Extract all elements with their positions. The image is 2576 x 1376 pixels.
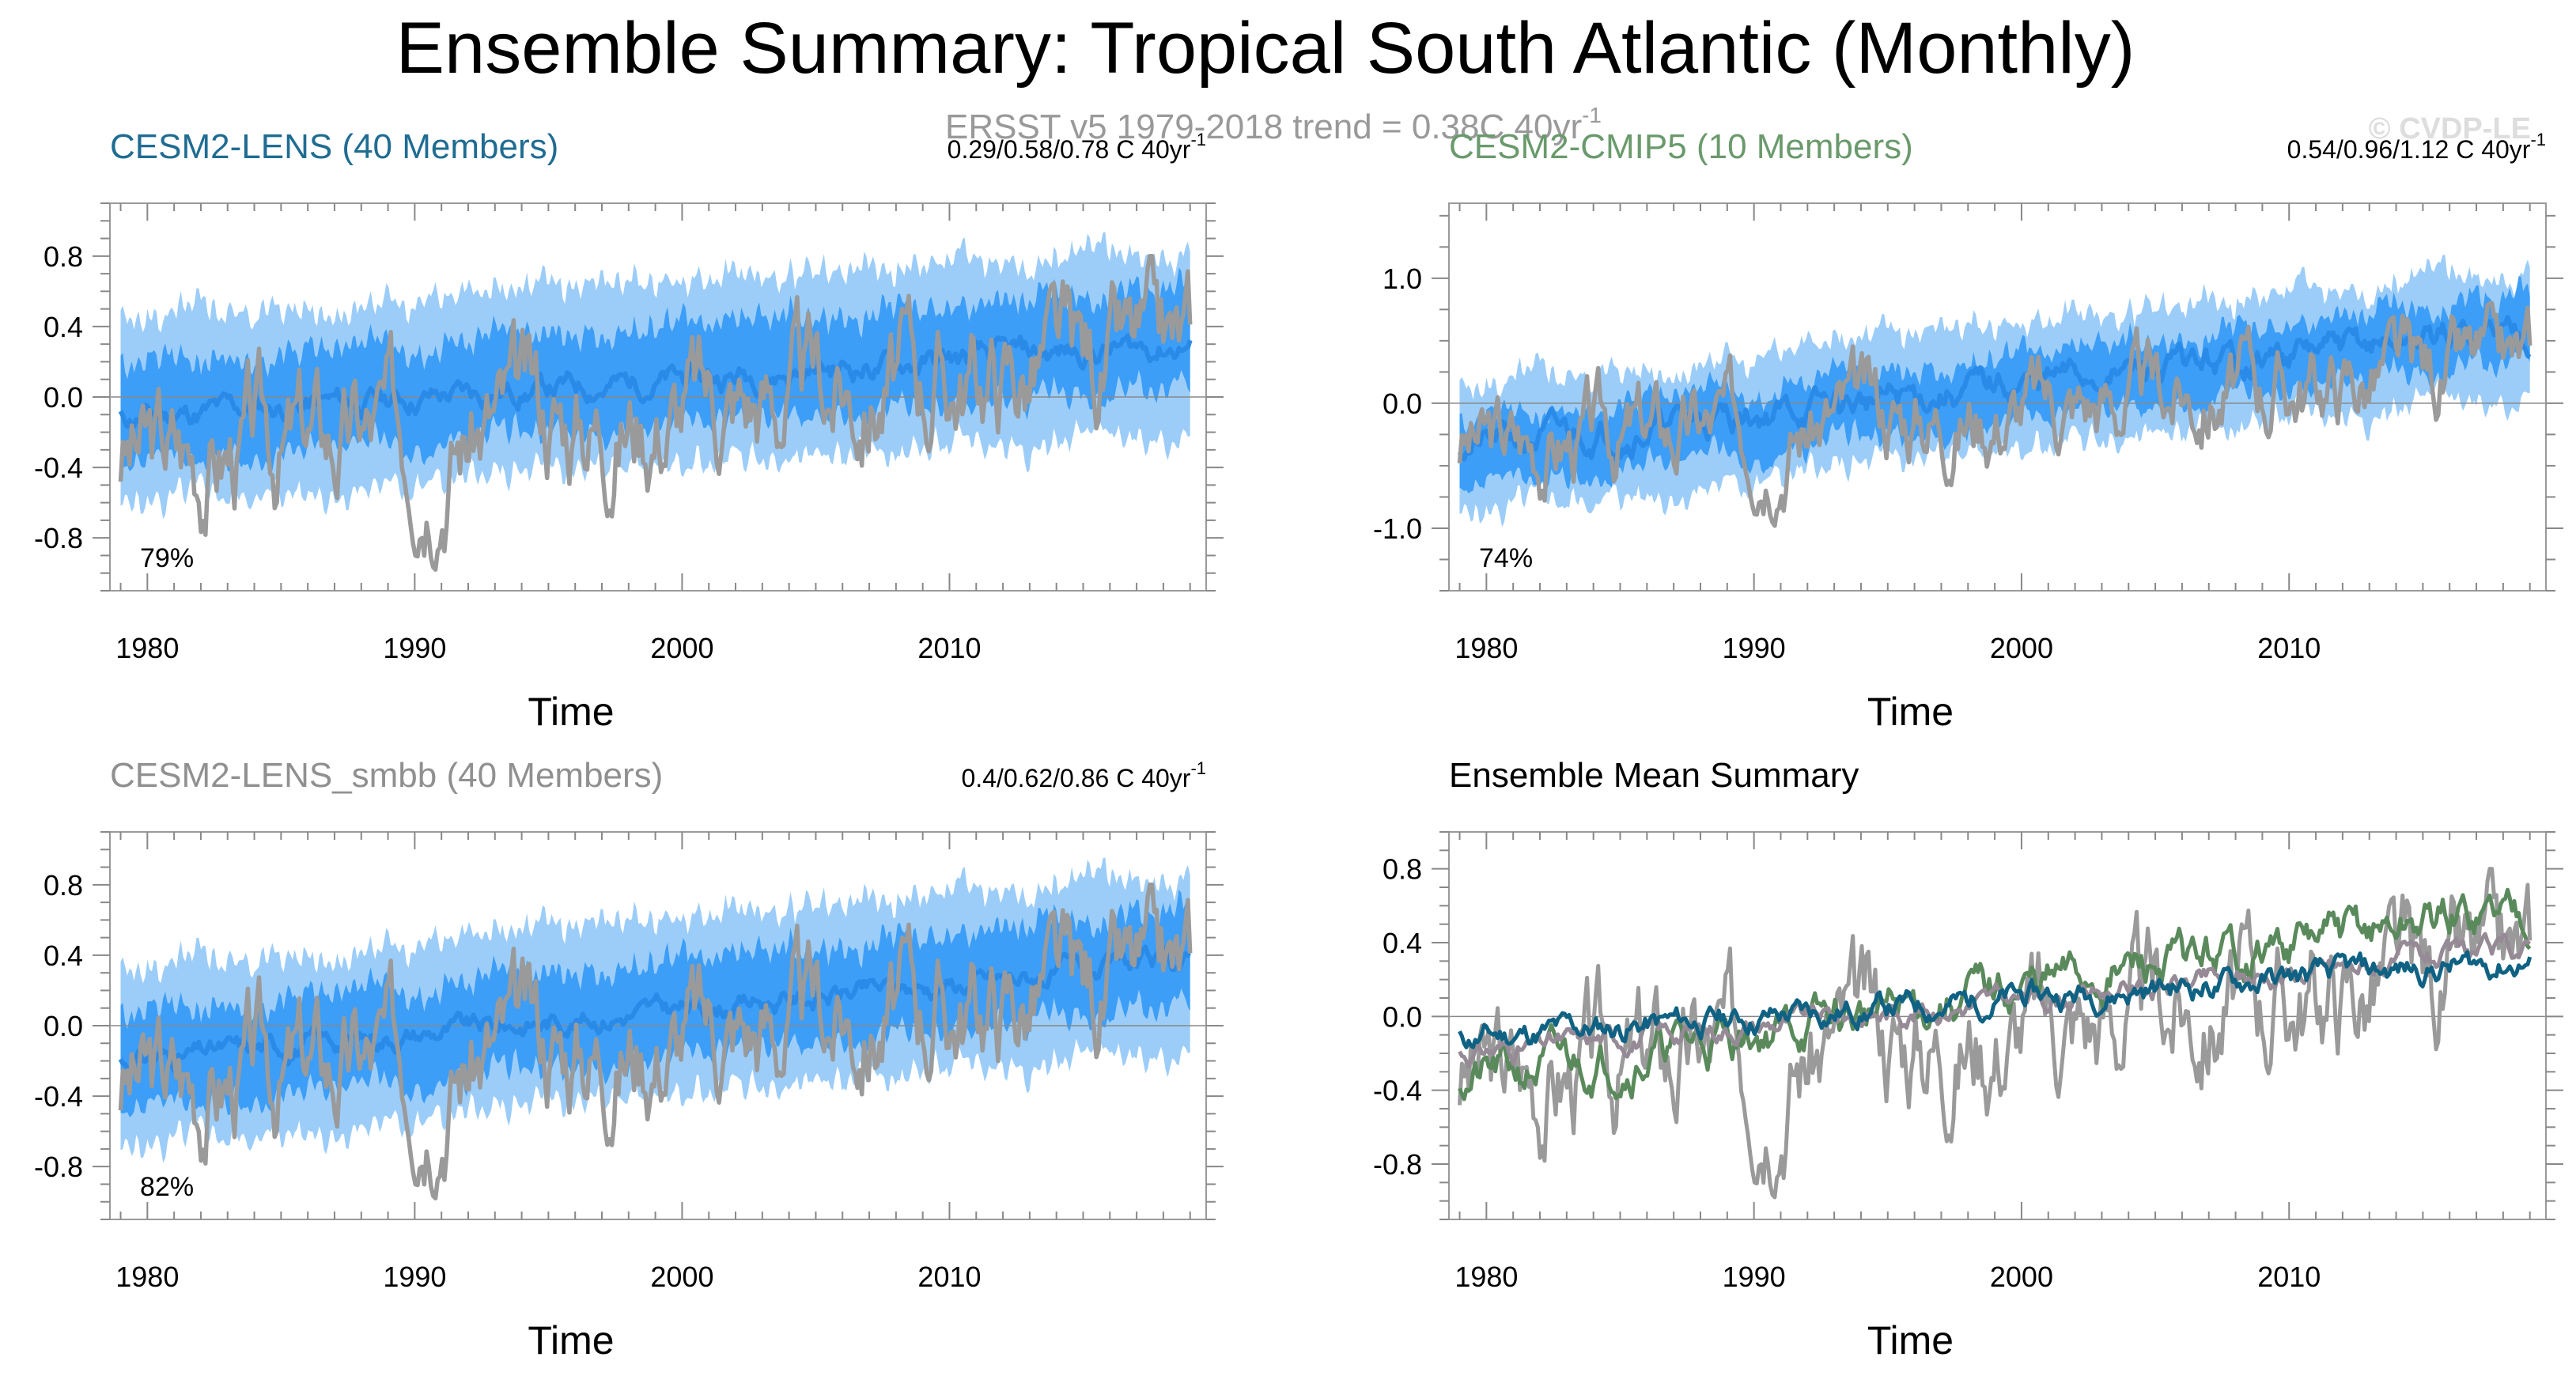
trend-exponent: -1: [2530, 130, 2546, 149]
range-band-inner: [120, 267, 1190, 472]
y-tick-label: -0.8: [34, 522, 83, 554]
trend-label: 0.54/0.96/1.12 C 40yr-1: [2287, 130, 2546, 164]
y-tick-label: 0.0: [44, 1010, 83, 1042]
plot-area: [1449, 255, 2546, 528]
series-line-ersst-v5: [118, 883, 1193, 1201]
y-tick-label: 0.4: [1383, 927, 1422, 959]
series-line-cesm2-lens: [1458, 950, 2532, 1049]
y-tick-label: 0.8: [44, 869, 83, 902]
panel-lens: CESM2-LENS (40 Members) 0.29/0.58/0.78 C …: [34, 127, 1224, 734]
y-tick-label: 0.0: [1383, 387, 1422, 420]
x-tick-label: 1990: [1723, 1261, 1786, 1293]
plot-area: [110, 857, 1206, 1201]
series-line-cesm2-cmip5: [1458, 887, 2532, 1102]
series-line-ensemble-mean: [118, 333, 1193, 429]
trend-value: 0.29/0.58/0.78 C 40yr: [948, 135, 1191, 164]
x-tick-label: 2000: [1990, 1261, 2053, 1293]
y-tick-label: -0.4: [34, 452, 83, 484]
panel-title: CESM2-LENS_smbb (40 Members): [110, 756, 663, 795]
series-line-ensemble-mean: [1457, 315, 2532, 462]
y-tick-label: -0.4: [1373, 1075, 1422, 1107]
y-tick-label: -0.4: [34, 1080, 83, 1113]
y-tick-label: -0.8: [1373, 1148, 1422, 1181]
y-tick-label: 0.8: [44, 240, 83, 273]
plot-area: [110, 232, 1206, 573]
y-tick-label: 0.0: [1383, 1000, 1422, 1033]
x-tick-label: 1990: [383, 1261, 446, 1293]
panel-cmip5: CESM2-CMIP5 (10 Members) 0.54/0.96/1.12 C…: [1373, 127, 2563, 734]
series-line-cesm2-lens-smbb: [1458, 932, 2531, 1069]
x-axis-title: Time: [1867, 690, 1954, 734]
x-tick-label: 1980: [1454, 1261, 1518, 1293]
observed-trend-text: ERSST v5 1979-2018 trend = 0.38C 40yr: [945, 108, 1582, 146]
x-tick-label: 2000: [650, 1261, 713, 1293]
x-tick-label: 2000: [650, 632, 713, 664]
plot-frame: [1448, 831, 2547, 1220]
plot-frame: [1448, 202, 2547, 592]
y-tick-label: -1.0: [1373, 512, 1422, 545]
y-tick-label: 0.8: [1383, 853, 1422, 886]
y-tick-label: 0.4: [44, 311, 83, 343]
figure-title: Ensemble Summary: Tropical South Atlanti…: [396, 8, 2135, 89]
x-tick-label: 2010: [2257, 632, 2321, 664]
percent-label: 74%: [1479, 543, 1533, 573]
panel-summary: Ensemble Mean Summary 1980 1990 2000 2010 -0.…: [1373, 756, 2563, 1363]
x-tick-label: 2000: [1990, 632, 2053, 664]
trend-exponent: -1: [1190, 758, 1206, 778]
series-line-ensemble-mean: [118, 944, 1192, 1076]
x-tick-label: 1990: [1723, 632, 1786, 664]
x-tick-label: 1980: [115, 1261, 179, 1293]
x-tick-label: 2010: [2257, 1261, 2321, 1293]
panel-title: CESM2-LENS (40 Members): [110, 127, 558, 166]
x-axis-title: Time: [528, 1318, 614, 1363]
trend-value: 0.54/0.96/1.12 C 40yr: [2287, 135, 2531, 164]
trend-label: 0.29/0.58/0.78 C 40yr-1: [948, 130, 1206, 164]
x-tick-label: 2010: [917, 1261, 981, 1293]
x-tick-label: 1990: [383, 632, 446, 664]
y-tick-label: -0.8: [34, 1151, 83, 1183]
plot-area: [1449, 867, 2546, 1200]
x-axis-title: Time: [1867, 1318, 1954, 1363]
y-tick-label: 0.0: [44, 381, 83, 414]
x-axis-title: Time: [528, 690, 614, 734]
panel-title: Ensemble Mean Summary: [1449, 756, 1859, 795]
trend-value: 0.4/0.62/0.86 C 40yr: [961, 764, 1190, 792]
range-band-inner: [120, 889, 1190, 1117]
x-tick-label: 2010: [917, 632, 981, 664]
series-line-ersst-v5: [1457, 301, 2532, 528]
percent-label: 82%: [140, 1172, 194, 1202]
y-tick-label: 0.4: [44, 939, 83, 972]
y-tick-label: 1.0: [1383, 263, 1422, 295]
series-line-ersst-v5: [118, 254, 1193, 573]
panels-group: CESM2-LENS (40 Members) 0.29/0.58/0.78 C …: [34, 127, 2563, 1363]
trend-label: 0.4/0.62/0.86 C 40yr-1: [961, 758, 1206, 792]
x-tick-label: 1980: [1454, 632, 1518, 664]
series-line-ersst-v5: [1458, 867, 2532, 1200]
x-tick-label: 1980: [115, 632, 179, 664]
trend-exponent: -1: [1190, 130, 1206, 149]
panel-title: CESM2-CMIP5 (10 Members): [1449, 127, 1913, 166]
observed-trend-note: ERSST v5 1979-2018 trend = 0.38C 40yr-1: [945, 103, 1602, 146]
percent-label: 79%: [140, 543, 194, 573]
observed-trend-exponent: -1: [1582, 103, 1602, 127]
panel-smbb: CESM2-LENS_smbb (40 Members) 0.4/0.62/0.8…: [34, 756, 1224, 1363]
copyright-note: © CVDP-LE: [2369, 112, 2531, 146]
